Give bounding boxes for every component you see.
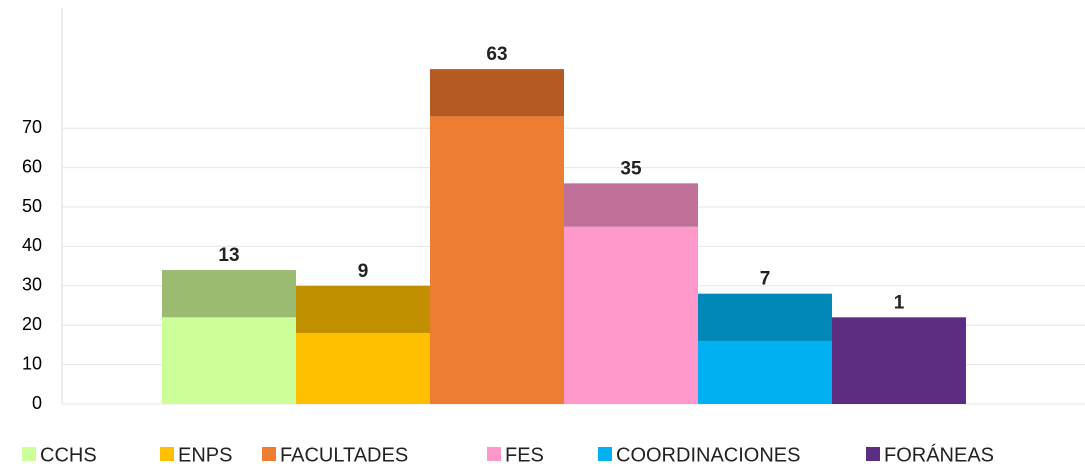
data-annotation: 13 <box>218 245 239 266</box>
y-tick-label: 50 <box>22 196 42 216</box>
data-annotation: 7 <box>760 269 771 290</box>
y-tick-label: 10 <box>22 353 42 373</box>
bar-segment <box>162 270 296 318</box>
legend-label: FORÁNEAS <box>884 443 994 466</box>
legend-swatch <box>160 447 174 461</box>
bar-segment <box>296 333 430 404</box>
y-tick-label: 0 <box>32 393 42 413</box>
legend-label: FES <box>505 444 544 466</box>
y-tick-label: 60 <box>22 156 42 176</box>
bar-segment <box>296 285 430 334</box>
bar-segment <box>430 116 564 404</box>
legend-label: ENPS <box>178 444 232 466</box>
y-tick-label: 30 <box>22 275 42 295</box>
y-tick-label: 20 <box>22 314 42 334</box>
legend-label: CCHS <box>40 444 97 466</box>
y-tick-label: 40 <box>22 235 42 255</box>
data-annotation: 9 <box>358 261 369 282</box>
data-annotation: 1 <box>894 292 905 313</box>
legend-swatch <box>262 447 276 461</box>
legend-swatch <box>866 447 880 461</box>
legend-swatch <box>598 447 612 461</box>
bar-segment <box>430 69 564 117</box>
legend-label: COORDINACIONES <box>616 444 800 466</box>
bar-segment <box>832 317 966 404</box>
legend-swatch <box>487 447 501 461</box>
y-tick-label: 70 <box>22 117 42 137</box>
legend-label: FACULTADES <box>280 444 408 466</box>
data-annotation: 35 <box>620 158 642 179</box>
legend-swatch <box>22 447 36 461</box>
bar-segment <box>698 293 832 341</box>
bar-segment <box>564 226 698 404</box>
data-annotation: 63 <box>486 44 507 65</box>
bar-segment <box>698 340 832 404</box>
bar-segment <box>162 317 296 404</box>
bar-segment <box>564 183 698 227</box>
